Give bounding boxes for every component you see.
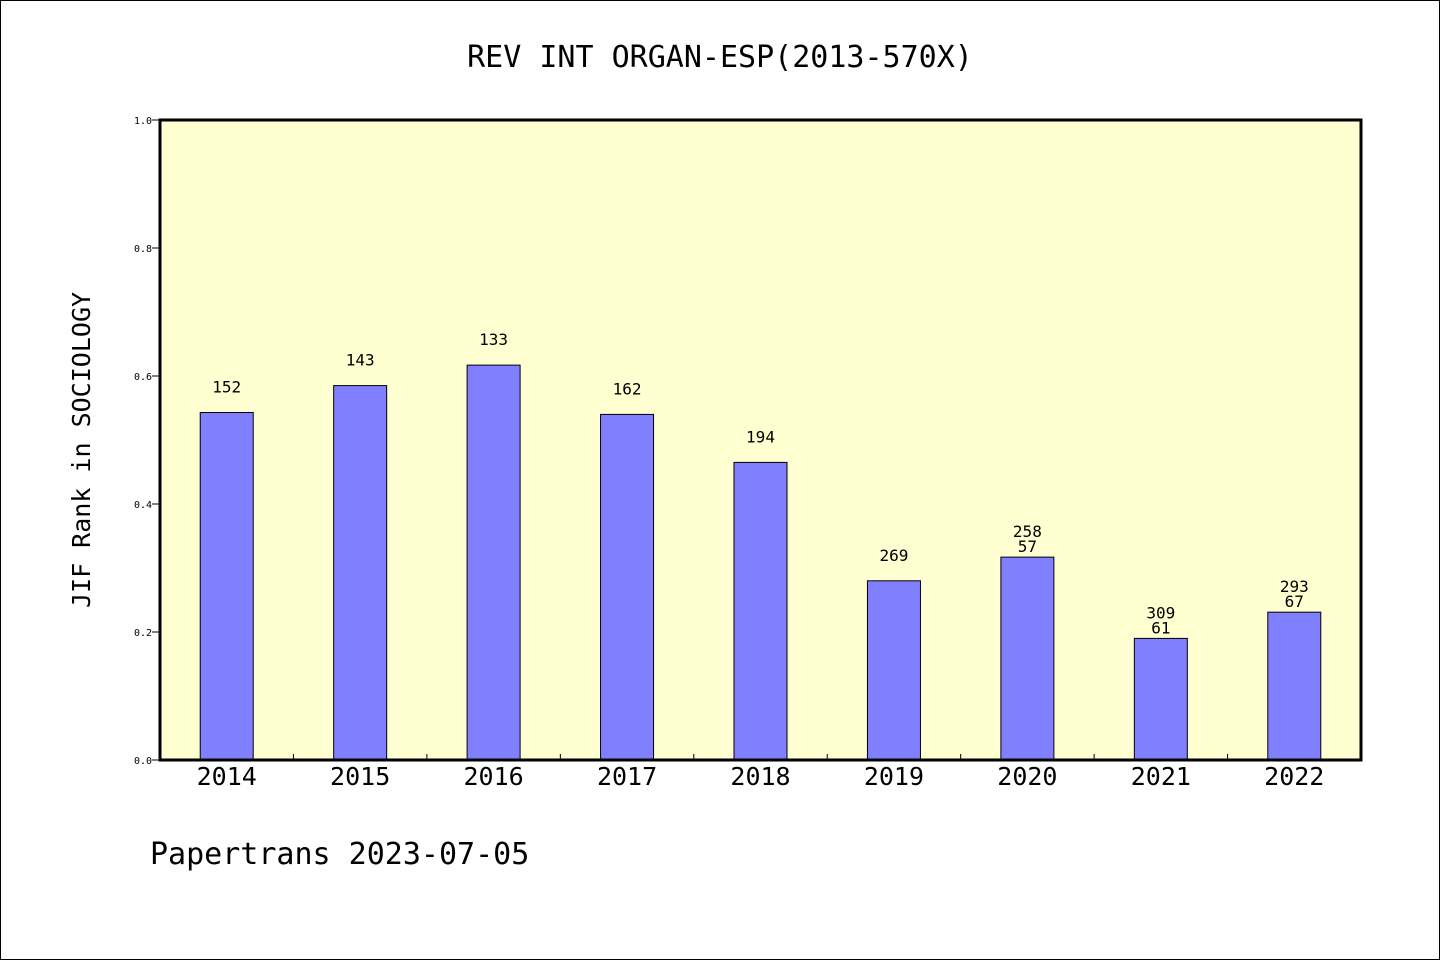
bar-rank-label: 133 bbox=[479, 330, 508, 349]
y-axis-ticks: 0.0 0.2 0.4 0.6 0.8 1.0 bbox=[134, 116, 160, 767]
x-tick-label: 2014 bbox=[197, 762, 257, 791]
x-tick-label: 2022 bbox=[1264, 762, 1324, 791]
y-tick-label: 0.8 bbox=[134, 244, 152, 255]
x-tick-label: 2018 bbox=[730, 762, 790, 791]
y-axis-label: JIF Rank in SOCIOLOGY bbox=[67, 292, 96, 608]
bar-2016 bbox=[466, 364, 521, 761]
bar-rank-label: 143 bbox=[346, 351, 375, 370]
bar-2014 bbox=[199, 411, 254, 761]
y-tick-label: 0.0 bbox=[134, 756, 152, 767]
x-tick-label: 2020 bbox=[997, 762, 1057, 791]
bar-secondary-label: 57 bbox=[1018, 537, 1037, 556]
bar-2020 bbox=[1000, 556, 1055, 761]
x-tick-label: 2015 bbox=[330, 762, 390, 791]
bar-2015 bbox=[333, 385, 388, 761]
bar-rank-label: 162 bbox=[613, 379, 642, 398]
footer-watermark: Papertrans 2023-07-05 bbox=[150, 837, 529, 872]
y-tick-label: 0.2 bbox=[134, 628, 152, 639]
x-tick-label: 2017 bbox=[597, 762, 657, 791]
y-tick-label: 0.6 bbox=[134, 372, 152, 383]
bar-rank-label: 293 bbox=[1280, 577, 1309, 596]
bar-secondary-label: 67 bbox=[1285, 592, 1304, 611]
bar-rank-label: 258 bbox=[1013, 522, 1042, 541]
x-tick-label: 2019 bbox=[864, 762, 924, 791]
bar-2021 bbox=[1133, 637, 1188, 761]
bar-rank-label: 152 bbox=[212, 377, 241, 396]
bar-2018 bbox=[733, 461, 788, 761]
bars bbox=[199, 364, 1322, 761]
x-tick-label: 2016 bbox=[464, 762, 524, 791]
bar-2019 bbox=[866, 580, 921, 761]
bar-2017 bbox=[600, 413, 655, 761]
bar-rank-label: 309 bbox=[1146, 603, 1175, 622]
x-axis-ticks: 2014 2015 2016 2017 2018 2019 2020 2021 2022 bbox=[197, 754, 1324, 791]
bar-rank-label: 269 bbox=[879, 546, 908, 565]
bar-secondary-label: 61 bbox=[1151, 618, 1170, 637]
y-tick-label: 0.4 bbox=[134, 500, 152, 511]
plot-border bbox=[158, 118, 1363, 762]
bar-2022 bbox=[1267, 611, 1322, 761]
chart-title: REV INT ORGAN-ESP(2013-570X) bbox=[467, 40, 973, 75]
bar-rank-label: 194 bbox=[746, 427, 775, 446]
y-tick-label: 1.0 bbox=[134, 116, 152, 127]
x-tick-label: 2021 bbox=[1131, 762, 1191, 791]
